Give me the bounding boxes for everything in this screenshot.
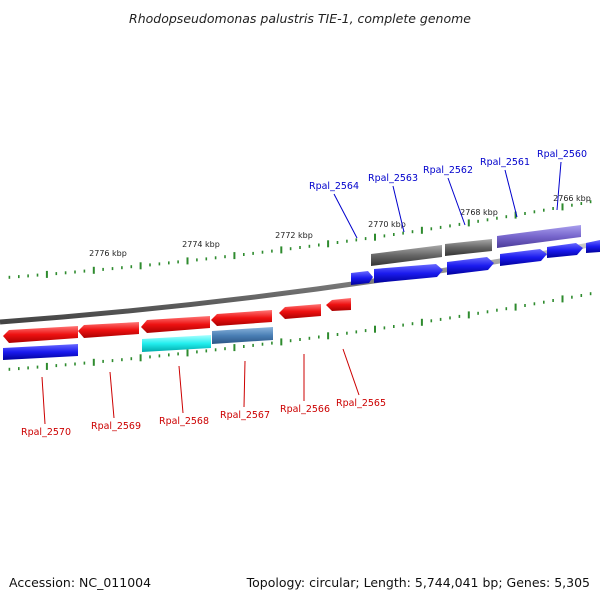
- gene-arrow[interactable]: [497, 225, 581, 248]
- gene-arrow[interactable]: [547, 243, 583, 258]
- gene-arrow[interactable]: [326, 298, 351, 311]
- map-title: Rhodopseudomonas palustris TIE-1, comple…: [129, 11, 471, 26]
- leader-line: [556, 161, 562, 211]
- gene-arrow[interactable]: [447, 257, 494, 275]
- reverse-gene-labels: Rpal_2570 Rpal_2569 Rpal_2568 Rpal_2567 …: [21, 348, 386, 438]
- leader-line: [342, 348, 360, 396]
- gene-label[interactable]: Rpal_2561: [480, 157, 530, 168]
- gene-arrow[interactable]: [78, 322, 139, 338]
- leader-line: [243, 360, 246, 408]
- accession-label: Accession: NC_011004: [9, 575, 151, 590]
- gene-label[interactable]: Rpal_2565: [336, 398, 386, 409]
- gene-label[interactable]: Rpal_2563: [368, 173, 418, 184]
- kbp-label: 2776 kbp: [89, 249, 127, 258]
- leader-line: [41, 376, 46, 425]
- reverse-strand-genes: [3, 298, 351, 360]
- gene-label[interactable]: Rpal_2567: [220, 410, 270, 421]
- gene-arrow[interactable]: [141, 316, 210, 333]
- kbp-label: 2774 kbp: [182, 240, 220, 249]
- gene-label[interactable]: Rpal_2566: [280, 404, 330, 415]
- gene-label[interactable]: Rpal_2564: [309, 181, 359, 192]
- leader-line: [447, 177, 466, 226]
- kbp-label: 2766 kbp: [553, 194, 591, 203]
- gene-arrow[interactable]: [445, 239, 492, 256]
- outer-scale-ticks: [8, 200, 592, 279]
- genome-summary: Topology: circular; Length: 5,744,041 bp…: [246, 575, 590, 590]
- gene-arrow[interactable]: [371, 245, 442, 266]
- leader-line: [178, 365, 184, 414]
- gene-label[interactable]: Rpal_2560: [537, 149, 587, 160]
- gene-arrow[interactable]: [3, 326, 78, 343]
- gene-arrow[interactable]: [586, 240, 600, 253]
- gene-label[interactable]: Rpal_2569: [91, 421, 141, 432]
- kbp-label: 2770 kbp: [368, 220, 406, 229]
- leader-line: [109, 371, 115, 419]
- gene-label[interactable]: Rpal_2570: [21, 427, 71, 438]
- inner-scale-ticks: [8, 292, 592, 371]
- gene-arrow[interactable]: [3, 344, 78, 360]
- gene-arrow[interactable]: [212, 327, 273, 344]
- kbp-label: 2768 kbp: [460, 208, 498, 217]
- leader-line: [504, 169, 518, 218]
- gene-arrow[interactable]: [279, 304, 321, 319]
- forward-strand-genes: [351, 225, 600, 285]
- gene-arrow[interactable]: [500, 249, 547, 266]
- gene-label[interactable]: Rpal_2568: [159, 416, 209, 427]
- gene-arrow[interactable]: [351, 271, 373, 285]
- forward-gene-labels: Rpal_2564 Rpal_2563 Rpal_2562 Rpal_2561 …: [309, 149, 587, 239]
- gene-arrow[interactable]: [374, 264, 443, 283]
- leader-line: [392, 185, 405, 233]
- kbp-label: 2772 kbp: [275, 231, 313, 240]
- gene-label[interactable]: Rpal_2562: [423, 165, 473, 176]
- leader-line: [333, 193, 358, 239]
- gene-arrow[interactable]: [142, 335, 211, 352]
- gene-arrow[interactable]: [211, 310, 272, 326]
- kbp-labels: 2776 kbp 2774 kbp 2772 kbp 2770 kbp 2768…: [89, 194, 591, 258]
